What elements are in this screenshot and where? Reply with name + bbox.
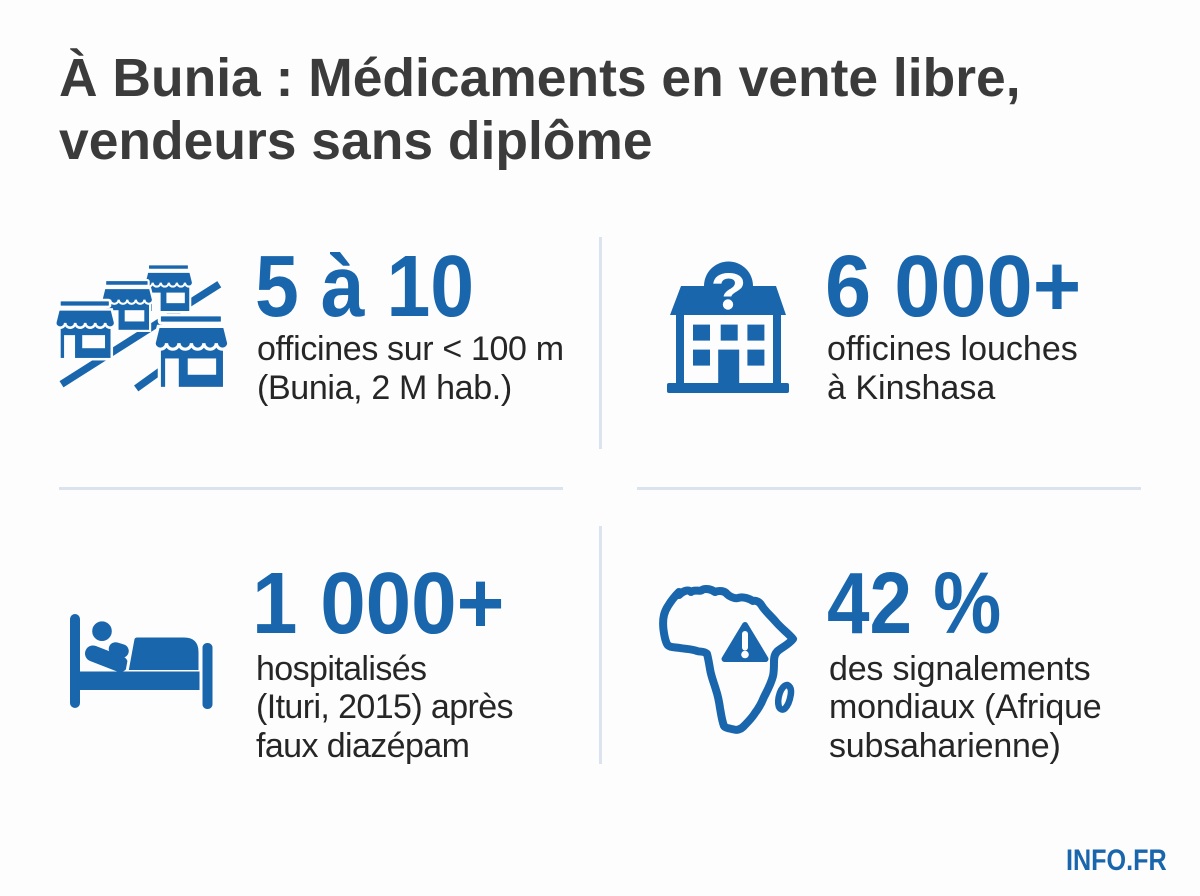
- svg-text:?: ?: [710, 262, 746, 319]
